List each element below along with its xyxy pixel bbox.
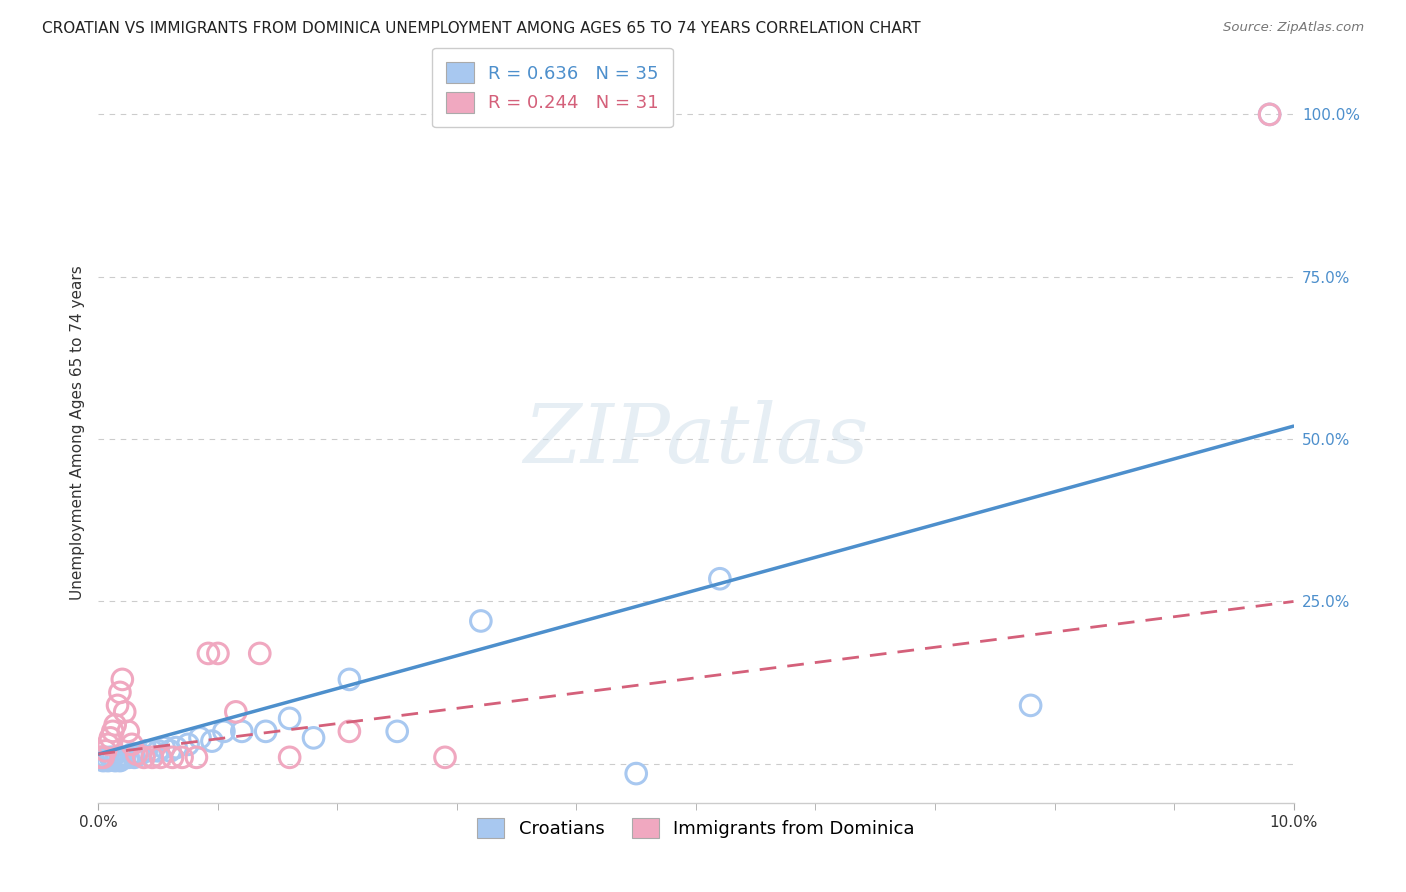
Point	[148, 744, 170, 758]
Y-axis label: Unemployment Among Ages 65 to 74 years: Unemployment Among Ages 65 to 74 years	[69, 265, 84, 600]
Point	[111, 750, 134, 764]
Point	[101, 724, 124, 739]
Point	[124, 750, 146, 764]
Point	[225, 705, 247, 719]
Point	[111, 673, 134, 687]
Point	[107, 698, 129, 713]
Point	[159, 744, 181, 758]
Point	[108, 754, 131, 768]
Point	[121, 747, 143, 761]
Point	[339, 724, 361, 739]
Point	[141, 744, 163, 758]
Point	[302, 731, 325, 745]
Text: ZIPatlas: ZIPatlas	[523, 400, 869, 480]
Text: Source: ZipAtlas.com: Source: ZipAtlas.com	[1223, 21, 1364, 34]
Point	[98, 731, 122, 745]
Point	[97, 737, 120, 751]
Point	[108, 685, 131, 699]
Point	[149, 750, 172, 764]
Point	[104, 718, 127, 732]
Point	[162, 750, 184, 764]
Point	[172, 750, 194, 764]
Point	[278, 750, 301, 764]
Point	[91, 750, 114, 764]
Point	[101, 750, 124, 764]
Point	[249, 647, 271, 661]
Point	[470, 614, 492, 628]
Point	[709, 572, 731, 586]
Point	[207, 647, 229, 661]
Point	[132, 750, 155, 764]
Point	[278, 711, 301, 725]
Point	[141, 750, 163, 764]
Point	[385, 724, 409, 739]
Point	[129, 747, 152, 761]
Point	[121, 737, 143, 751]
Point	[177, 737, 200, 751]
Point	[117, 724, 139, 739]
Point	[94, 744, 117, 758]
Point	[117, 750, 139, 764]
Point	[90, 750, 112, 764]
Point	[97, 754, 120, 768]
Point	[125, 747, 148, 761]
Point	[197, 647, 219, 661]
Point	[91, 754, 114, 768]
Point	[212, 724, 235, 739]
Point	[1019, 698, 1042, 713]
Legend: Croatians, Immigrants from Dominica: Croatians, Immigrants from Dominica	[470, 810, 922, 846]
Point	[98, 750, 122, 764]
Point	[254, 724, 277, 739]
Point	[626, 766, 648, 780]
Point	[114, 750, 136, 764]
Point	[188, 731, 211, 745]
Point	[1258, 107, 1281, 121]
Point	[434, 750, 457, 764]
Point	[104, 754, 127, 768]
Point	[135, 744, 157, 758]
Point	[1258, 107, 1281, 121]
Point	[107, 750, 129, 764]
Point	[186, 750, 208, 764]
Text: CROATIAN VS IMMIGRANTS FROM DOMINICA UNEMPLOYMENT AMONG AGES 65 TO 74 YEARS CORR: CROATIAN VS IMMIGRANTS FROM DOMINICA UNE…	[42, 21, 921, 36]
Point	[90, 750, 112, 764]
Point	[94, 750, 117, 764]
Point	[231, 724, 253, 739]
Point	[165, 740, 187, 755]
Point	[201, 734, 224, 748]
Point	[339, 673, 361, 687]
Point	[114, 705, 136, 719]
Point	[153, 740, 176, 755]
